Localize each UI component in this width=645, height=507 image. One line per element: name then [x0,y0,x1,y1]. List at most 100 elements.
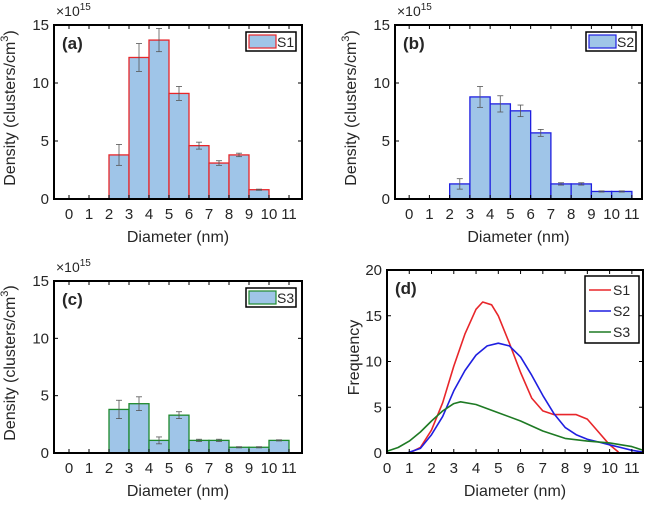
error-bar [236,152,242,158]
x-tick-label: 4 [486,206,494,223]
x-tick-label: 6 [526,206,534,223]
error-bar [618,190,625,193]
bar [590,190,613,200]
y-multiplier: ×1015 [56,258,91,275]
panel-label: (d) [395,279,417,298]
x-tick-label: 3 [466,206,474,223]
y-multiplier: ×1015 [397,2,432,19]
x-tick-label: 8 [561,460,569,477]
legend-label: S2 [617,34,634,50]
panel-label: (c) [62,290,83,309]
legend: S2 [585,31,637,52]
y-tick-label: 10 [365,354,382,371]
y-tick-label: 0 [382,191,390,208]
bar [268,439,290,454]
x-tick-label: 8 [225,460,233,477]
x-axis-label: Diameter (nm) [127,483,229,500]
x-tick-label: 1 [425,206,433,223]
x-tick-label: 5 [506,206,514,223]
error-bar [116,144,122,166]
y-tick-label: 15 [32,17,49,34]
x-tick-label: 3 [125,206,133,223]
error-bar [136,396,142,411]
error-bar [156,436,162,445]
x-tick-label: 2 [427,460,435,477]
line-S3 [386,401,644,452]
error-bar [136,43,142,72]
y-multiplier: ×1015 [56,2,91,19]
bar [570,183,593,200]
x-tick-label: 2 [105,460,113,477]
bar [148,39,170,200]
error-bar [517,104,524,118]
y-tick-label: 10 [32,330,49,347]
legend: S3 [245,287,297,308]
bar [550,183,572,200]
x-tick-label: 5 [494,460,502,477]
x-tick-label: 2 [445,206,453,223]
error-bar [256,188,262,191]
x-tick-label: 11 [624,460,640,477]
x-tick-label: 9 [587,206,595,223]
bar [489,103,512,200]
x-tick-label: 5 [165,206,173,223]
error-bar [196,438,202,442]
x-tick-label: 7 [539,460,547,477]
x-tick-label: 0 [405,206,413,223]
legend-label: S1 [613,282,630,298]
legend: S1 [245,31,297,52]
bar [168,92,190,200]
bar [128,56,150,200]
legend-label: S2 [613,303,630,319]
x-tick-label: 7 [205,206,213,223]
axes-box [53,24,303,200]
error-bar [598,190,605,193]
legend-label: S3 [277,290,294,306]
y-axis-label: Density (clusters/cm3) [340,30,360,185]
y-tick-label: 5 [41,388,49,405]
x-tick-label: 7 [205,460,213,477]
x-tick-label: 10 [601,460,618,477]
legend: S1 S2 S3 [584,275,640,344]
y-tick-label: 15 [365,308,382,325]
x-tick-label: 4 [145,206,153,223]
y-axis-label: Density (clusters/cm3) [0,285,19,440]
error-bar [578,182,585,186]
bar [529,132,552,200]
error-bar [537,128,544,137]
x-tick-label: 11 [281,206,297,223]
x-tick-label: 6 [516,460,524,477]
x-tick-label: 9 [245,206,253,223]
x-tick-label: 6 [185,460,193,477]
y-tick-label: 5 [382,133,390,150]
legend-swatch [248,290,277,305]
x-tick-label: 1 [405,460,413,477]
x-tick-label: 7 [547,206,555,223]
x-tick-label: 2 [105,206,113,223]
y-axis-label: Density (clusters/cm3) [0,30,19,185]
bar [188,144,210,200]
error-bar [156,28,162,53]
legend-label: S1 [277,34,294,50]
line-S2 [406,342,644,454]
bar [208,162,230,200]
x-tick-label: 9 [245,460,253,477]
x-tick-label: 3 [125,460,133,477]
panel-label: (b) [403,34,425,53]
error-bar [477,86,484,108]
y-tick-label: 15 [32,273,49,290]
axes-box [53,280,303,454]
legend-swatch [588,34,617,49]
x-tick-label: 4 [145,460,153,477]
bar [208,439,230,454]
x-axis-label: Diameter (nm) [127,229,229,246]
bar [128,403,150,454]
x-tick-label: 0 [65,460,73,477]
y-tick-label: 5 [41,133,49,150]
y-tick-label: 10 [373,75,390,92]
x-tick-label: 8 [567,206,575,223]
y-tick-label: 15 [373,17,390,34]
bar [228,154,250,200]
